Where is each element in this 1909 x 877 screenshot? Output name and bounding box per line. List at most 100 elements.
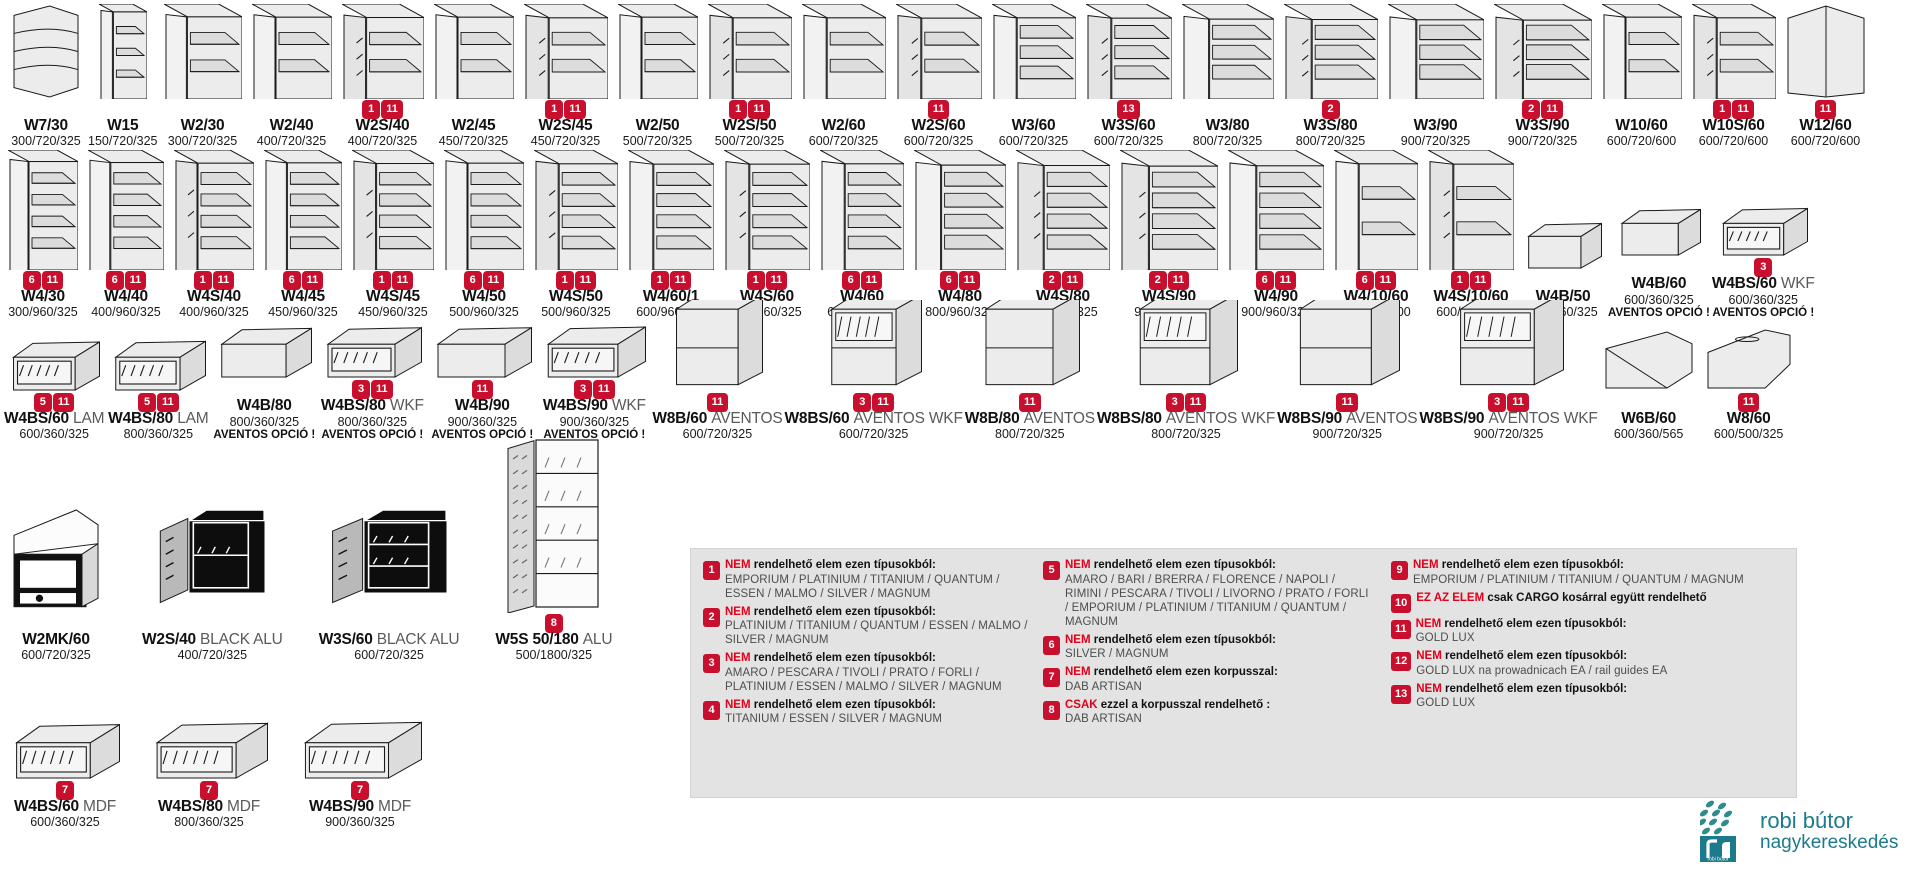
restriction-badge-13[interactable]: 13: [1118, 101, 1139, 118]
cabinet-item-w4b-60[interactable]: W4B/60 600/360/325 AVENTOS OPCIÓ !: [1608, 201, 1710, 319]
restriction-badge-11[interactable]: 11: [1168, 272, 1189, 289]
restriction-badge-11[interactable]: 11: [575, 272, 596, 289]
restriction-badge-11[interactable]: 11: [372, 381, 392, 399]
cabinet-item-w2-30[interactable]: W2/30 300/720/325: [160, 4, 246, 149]
restriction-badge-11[interactable]: 11: [125, 272, 146, 289]
cabinet-item-w12-60[interactable]: 11 W12/60 600/720/600: [1782, 4, 1870, 149]
restriction-badge-6[interactable]: 6: [1356, 272, 1373, 289]
restriction-badge-11[interactable]: 11: [1275, 272, 1296, 289]
restriction-badge-11[interactable]: 11: [928, 101, 949, 118]
restriction-badge-1[interactable]: 1: [363, 101, 380, 118]
restriction-badge-11[interactable]: 11: [1738, 394, 1759, 411]
restriction-badge-11[interactable]: 11: [483, 272, 504, 289]
restriction-badge-3[interactable]: 3: [1755, 259, 1772, 277]
restriction-badge-7[interactable]: 7: [57, 782, 73, 799]
restriction-badge-5[interactable]: 5: [139, 394, 155, 411]
restriction-badge-3[interactable]: 3: [854, 394, 871, 411]
cabinet-item-w4bs-90[interactable]: 7 W4BS/90 MDF 900/360/325: [294, 718, 426, 830]
cabinet-item-w4-30[interactable]: 6 11 W4/30 300/960/325: [4, 150, 82, 320]
restriction-badge-11[interactable]: 11: [766, 272, 787, 289]
restriction-badge-11[interactable]: 11: [707, 394, 728, 411]
restriction-badge-7[interactable]: 7: [201, 782, 217, 799]
restriction-badge-11[interactable]: 11: [1470, 272, 1491, 289]
cabinet-item-w4bs-90[interactable]: 3 11 W4BS/90 WKF 900/360/325 AVENTOS OPCIÓ !: [538, 321, 650, 441]
restriction-badge-8[interactable]: 8: [545, 615, 562, 632]
restriction-badge-6[interactable]: 6: [940, 272, 957, 289]
cabinet-item-w4s-45[interactable]: 1 11 W4S/45 450/960/325: [348, 150, 438, 320]
cabinet-item-w2s-40[interactable]: 1 11 W2S/40 400/720/325: [338, 4, 428, 149]
restriction-badge-1[interactable]: 1: [730, 101, 747, 118]
restriction-badge-11[interactable]: 11: [670, 272, 691, 289]
restriction-badge-6[interactable]: 6: [464, 272, 481, 289]
cabinet-item-w3-80[interactable]: W3/80 800/720/325: [1178, 4, 1278, 149]
cabinet-item-w4s-60[interactable]: 1 11 W4S/60 600/960/325: [720, 150, 814, 320]
restriction-badge-11[interactable]: 11: [1019, 394, 1040, 411]
restriction-badge-2[interactable]: 2: [1322, 101, 1339, 118]
cabinet-item-w2s-60[interactable]: 11 W2S/60 600/720/325: [892, 4, 986, 149]
restriction-badge-11[interactable]: 11: [1185, 394, 1206, 411]
cabinet-item-w4-40[interactable]: 6 11 W4/40 400/960/325: [84, 150, 168, 320]
cabinet-item-w2-45[interactable]: W2/45 450/720/325: [430, 4, 518, 149]
restriction-badge-11[interactable]: 11: [42, 272, 63, 289]
cabinet-item-w2-60[interactable]: W2/60 600/720/325: [798, 4, 890, 149]
restriction-badge-1[interactable]: 1: [1714, 101, 1731, 118]
cabinet-item-w4b-90[interactable]: 11 W4B/90 900/360/325 AVENTOS OPCIÓ !: [428, 321, 536, 441]
cabinet-item-w2-40[interactable]: W2/40 400/720/325: [248, 4, 336, 149]
cabinet-item-w3s-60[interactable]: W3S/60 BLACK ALU 600/720/325: [319, 508, 460, 663]
cabinet-item-w4-60-1[interactable]: 1 11 W4/60/1 600/960/325: [624, 150, 718, 320]
cabinet-item-w4bs-60[interactable]: 3 W4BS/60 WKF 600/360/325 AVENTOS OPCIÓ !: [1712, 201, 1815, 319]
restriction-badge-11[interactable]: 11: [565, 101, 585, 118]
cabinet-item-w5s-50-180[interactable]: 8 W5S 50/180 ALU 500/1800/325: [495, 438, 613, 663]
restriction-badge-6[interactable]: 6: [842, 272, 859, 289]
restriction-badge-1[interactable]: 1: [556, 272, 573, 289]
restriction-badge-1[interactable]: 1: [651, 272, 668, 289]
cabinet-item-w3-90[interactable]: W3/90 900/720/325: [1384, 4, 1488, 149]
cabinet-item-w8bs-60[interactable]: 3 11 W8BS/60 AVENTOS WKF 600/720/325: [784, 300, 963, 442]
cabinet-item-w8bs-90[interactable]: 3 11 W8BS/90 AVENTOS WKF 900/720/325: [1419, 300, 1598, 442]
cabinet-item-w4bs-80[interactable]: 7 W4BS/80 MDF 800/360/325: [146, 718, 272, 830]
restriction-badge-3[interactable]: 3: [1489, 394, 1506, 411]
restriction-badge-11[interactable]: 11: [1375, 272, 1396, 289]
restriction-badge-6[interactable]: 6: [23, 272, 40, 289]
cabinet-item-w3-60[interactable]: W3/60 600/720/325: [988, 4, 1080, 149]
restriction-badge-6[interactable]: 6: [283, 272, 300, 289]
cabinet-item-w4-90[interactable]: 6 11 W4/90 900/960/325: [1224, 150, 1328, 320]
cabinet-item-w15[interactable]: W15 150/720/325: [88, 4, 158, 149]
restriction-badge-11[interactable]: 11: [392, 272, 413, 289]
cabinet-item-w4bs-80[interactable]: 5 11 W4BS/80 LAM 800/360/325: [106, 334, 210, 442]
cabinet-item-w6b-60[interactable]: W6B/60 600/360/565: [1600, 330, 1698, 442]
cabinet-item-w4s-50[interactable]: 1 11 W4S/50 500/960/325: [530, 150, 622, 320]
cabinet-item-w2-50[interactable]: W2/50 500/720/325: [614, 4, 702, 149]
cabinet-item-w8-60[interactable]: 11 W8/60 600/500/325: [1700, 326, 1798, 442]
restriction-badge-1[interactable]: 1: [1451, 272, 1468, 289]
cabinet-item-w4s-40[interactable]: 1 11 W4S/40 400/960/325: [170, 150, 258, 320]
cabinet-item-w10s-60[interactable]: 1 11 W10S/60 600/720/600: [1688, 4, 1780, 149]
cabinet-item-w2mk-60[interactable]: W2MK/60 600/720/325: [6, 508, 106, 663]
cabinet-item-w8bs-90[interactable]: 11 W8BS/90 AVENTOS 900/720/325: [1277, 300, 1418, 442]
restriction-badge-11[interactable]: 11: [1815, 101, 1836, 118]
cabinet-item-w4-80[interactable]: 6 11 W4/80 800/960/325: [910, 150, 1010, 320]
cabinet-item-w10-60[interactable]: W10/60 600/720/600: [1598, 4, 1686, 149]
cabinet-item-w8bs-80[interactable]: 3 11 W8BS/80 AVENTOS WKF 800/720/325: [1097, 300, 1275, 442]
restriction-badge-11[interactable]: 11: [861, 272, 882, 289]
restriction-badge-3[interactable]: 3: [575, 381, 591, 399]
cabinet-item-w2s-45[interactable]: 1 11 W2S/45 450/720/325: [520, 4, 612, 149]
restriction-badge-1[interactable]: 1: [373, 272, 390, 289]
restriction-badge-2[interactable]: 2: [1043, 272, 1060, 289]
restriction-badge-5[interactable]: 5: [34, 394, 51, 411]
restriction-badge-11[interactable]: 11: [749, 101, 769, 118]
cabinet-item-w3s-80[interactable]: 2 W3S/80 800/720/325: [1280, 4, 1382, 149]
restriction-badge-11[interactable]: 11: [1508, 394, 1528, 411]
restriction-badge-2[interactable]: 2: [1523, 101, 1540, 118]
restriction-badge-11[interactable]: 11: [472, 381, 493, 399]
cabinet-item-w2s-50[interactable]: 1 11 W2S/50 500/720/325: [704, 4, 796, 149]
restriction-badge-1[interactable]: 1: [747, 272, 764, 289]
restriction-badge-3[interactable]: 3: [1166, 394, 1183, 411]
cabinet-item-w4bs-80[interactable]: 3 11 W4BS/80 WKF 800/360/325 AVENTOS OPCIÓ !: [318, 321, 426, 441]
restriction-badge-6[interactable]: 6: [1256, 272, 1273, 289]
restriction-badge-11[interactable]: 11: [213, 272, 234, 289]
